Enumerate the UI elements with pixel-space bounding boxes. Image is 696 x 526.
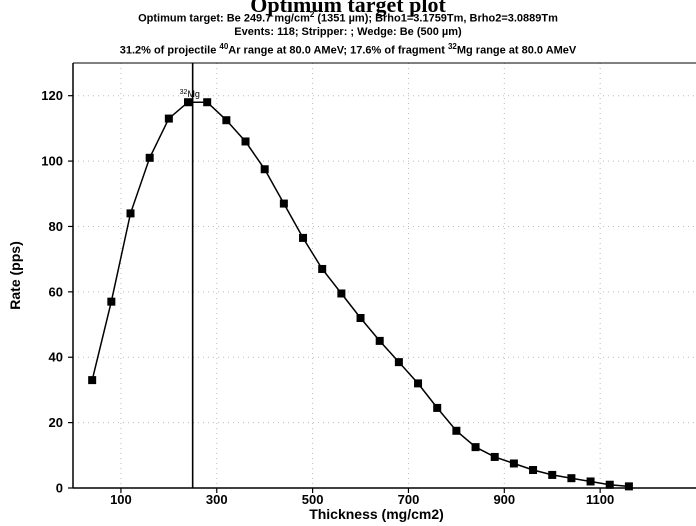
data-point xyxy=(107,298,115,306)
x-tick-label: 1100 xyxy=(586,492,614,507)
x-tick-label: 900 xyxy=(493,492,515,507)
y-tick-label: 20 xyxy=(49,415,63,430)
x-tick-label: 100 xyxy=(110,492,132,507)
data-point xyxy=(127,209,135,217)
x-tick-label: 500 xyxy=(302,492,324,507)
data-point xyxy=(567,474,575,482)
data-point xyxy=(625,482,633,490)
x-axis-label: Thickness (mg/cm2) xyxy=(309,506,444,522)
data-point xyxy=(452,427,460,435)
y-tick-label: 120 xyxy=(41,88,63,103)
data-point xyxy=(222,116,230,124)
y-tick-label: 80 xyxy=(49,219,63,234)
data-point xyxy=(510,459,518,467)
axes xyxy=(68,63,696,493)
data-point xyxy=(146,154,154,162)
data-point xyxy=(261,165,269,173)
data-point xyxy=(357,314,365,322)
data-point xyxy=(299,234,307,242)
series-rate xyxy=(88,98,633,490)
data-point xyxy=(318,265,326,273)
data-point xyxy=(280,200,288,208)
x-tick-label: 700 xyxy=(398,492,420,507)
data-point xyxy=(529,466,537,474)
data-point xyxy=(587,477,595,485)
y-tick-label: 60 xyxy=(49,284,63,299)
data-point xyxy=(395,358,403,366)
data-point xyxy=(184,98,192,106)
y-tick-label: 0 xyxy=(56,481,63,496)
data-point xyxy=(203,98,211,106)
data-point xyxy=(472,443,480,451)
x-tick-label: 300 xyxy=(206,492,228,507)
data-point xyxy=(491,453,499,461)
data-point xyxy=(548,471,556,479)
grid xyxy=(73,63,696,488)
data-point xyxy=(165,115,173,123)
y-axis-label: Rate (pps) xyxy=(7,241,23,309)
data-point xyxy=(376,337,384,345)
data-point xyxy=(337,289,345,297)
series-line xyxy=(92,102,629,486)
fragment-annotation: 32Mg xyxy=(180,89,200,99)
data-point xyxy=(88,376,96,384)
y-tick-label: 40 xyxy=(49,350,63,365)
data-point xyxy=(414,379,422,387)
data-point xyxy=(433,404,441,412)
data-point xyxy=(242,137,250,145)
tick-labels: 100 300 500 700 900 1100 0 20 40 60 80 100 120 32Mg xyxy=(41,88,614,507)
fragment-annotation-text: Mg xyxy=(187,89,200,99)
fragment-annotation-sup: 32 xyxy=(180,89,188,96)
y-tick-label: 100 xyxy=(41,154,63,169)
